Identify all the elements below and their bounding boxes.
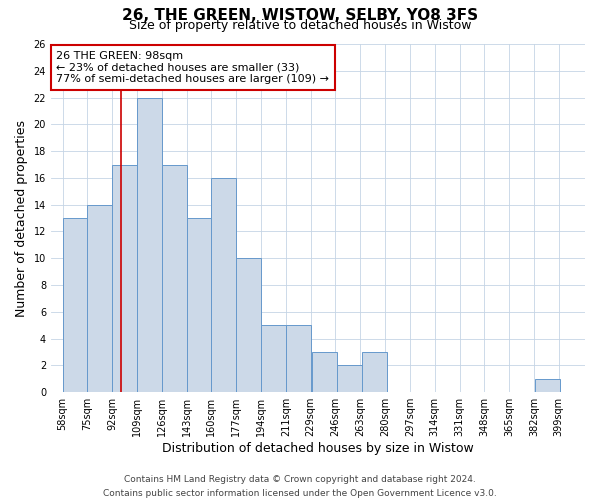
Bar bbox=[211, 178, 236, 392]
Bar bbox=[236, 258, 261, 392]
Y-axis label: Number of detached properties: Number of detached properties bbox=[15, 120, 28, 316]
Bar bbox=[112, 164, 137, 392]
Bar bbox=[286, 325, 311, 392]
Bar bbox=[62, 218, 88, 392]
X-axis label: Distribution of detached houses by size in Wistow: Distribution of detached houses by size … bbox=[162, 442, 474, 455]
Bar bbox=[88, 204, 112, 392]
Bar bbox=[261, 325, 286, 392]
Bar bbox=[162, 164, 187, 392]
Text: Size of property relative to detached houses in Wistow: Size of property relative to detached ho… bbox=[129, 19, 471, 32]
Bar bbox=[137, 98, 162, 392]
Bar bbox=[337, 366, 362, 392]
Text: 26 THE GREEN: 98sqm
← 23% of detached houses are smaller (33)
77% of semi-detach: 26 THE GREEN: 98sqm ← 23% of detached ho… bbox=[56, 51, 329, 84]
Text: Contains HM Land Registry data © Crown copyright and database right 2024.
Contai: Contains HM Land Registry data © Crown c… bbox=[103, 476, 497, 498]
Bar bbox=[187, 218, 211, 392]
Bar bbox=[312, 352, 337, 392]
Bar bbox=[362, 352, 386, 392]
Text: 26, THE GREEN, WISTOW, SELBY, YO8 3FS: 26, THE GREEN, WISTOW, SELBY, YO8 3FS bbox=[122, 8, 478, 22]
Bar bbox=[535, 379, 560, 392]
